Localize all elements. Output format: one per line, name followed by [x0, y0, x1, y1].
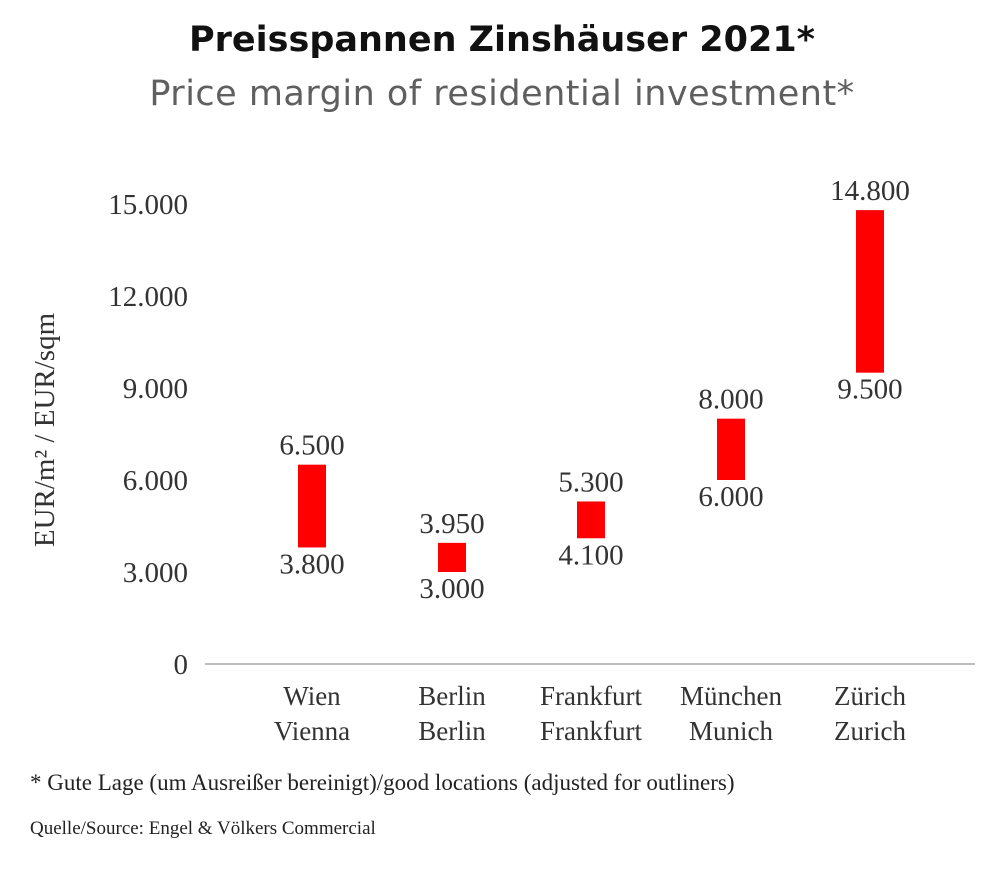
- y-axis-label: EUR/m² / EUR/sqm: [29, 312, 61, 547]
- data-label-high: 14.800: [830, 175, 910, 207]
- x-tick-label: Berlin: [418, 681, 486, 711]
- chart-title: Preisspannen Zinshäuser 2021*: [189, 20, 815, 60]
- y-tick-label: 0: [174, 649, 189, 681]
- data-label-low: 3.000: [419, 573, 484, 605]
- y-tick-label: 3.000: [123, 557, 188, 589]
- x-tick-label: Frankfurt: [540, 716, 642, 746]
- x-tick-label: Zürich: [834, 681, 906, 711]
- x-tick-label: München: [680, 681, 782, 711]
- x-tick-label: Berlin: [418, 716, 486, 746]
- footnote: * Gute Lage (um Ausreißer bereinigt)/goo…: [30, 770, 735, 795]
- x-tick-label: Frankfurt: [540, 681, 642, 711]
- range-bar: [717, 418, 745, 480]
- data-label-high: 5.300: [558, 466, 623, 498]
- y-tick-label: 6.000: [123, 465, 188, 497]
- x-tick-label: Munich: [689, 716, 773, 746]
- chart-subtitle: Price margin of residential investment*: [149, 74, 855, 114]
- data-label-high: 6.500: [279, 430, 344, 462]
- data-label-low: 6.000: [698, 481, 763, 513]
- data-label-low: 3.800: [279, 548, 344, 580]
- range-bar: [298, 464, 326, 548]
- x-tick-label: Zurich: [834, 716, 906, 746]
- range-bar: [438, 542, 466, 572]
- y-tick-label: 9.000: [123, 373, 188, 405]
- x-tick-label: Wien: [283, 681, 341, 711]
- y-tick-label: 15.000: [108, 189, 188, 221]
- data-label-low: 4.100: [558, 539, 623, 571]
- data-label-high: 8.000: [698, 384, 763, 416]
- data-label-low: 9.500: [837, 374, 902, 406]
- range-bar: [577, 501, 605, 539]
- data-label-high: 3.950: [419, 508, 484, 540]
- y-tick-label: 12.000: [108, 281, 188, 313]
- x-tick-label: Vienna: [274, 716, 350, 746]
- range-bar: [856, 210, 884, 373]
- source-note: Quelle/Source: Engel & Völkers Commercia…: [30, 818, 376, 839]
